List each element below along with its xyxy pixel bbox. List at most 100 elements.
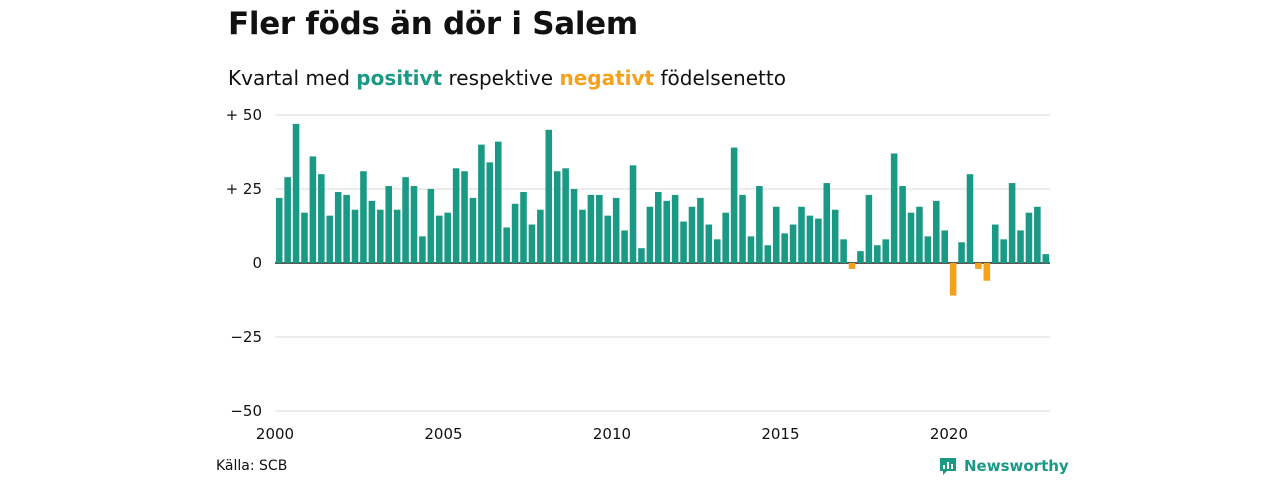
bar: [991, 224, 999, 263]
bar: [410, 186, 418, 263]
bar: [705, 224, 713, 263]
brand-name: Newsworthy: [964, 457, 1069, 475]
bar: [301, 212, 308, 263]
bar: [469, 197, 477, 263]
source-note: Källa: SCB: [216, 458, 288, 474]
x-tick-label: 2020: [930, 425, 968, 443]
bar: [638, 248, 645, 263]
bar: [612, 197, 620, 263]
bar: [932, 200, 940, 263]
bar: [275, 197, 283, 263]
bar: [579, 209, 586, 263]
bar: [680, 221, 687, 263]
x-axis-labels: 2000 2005 2010 2015 2020: [256, 425, 968, 443]
bar: [958, 242, 965, 263]
y-tick-label: + 50: [226, 106, 262, 124]
subtitle-middle: respektive: [442, 66, 560, 90]
bar: [334, 191, 342, 263]
bar: [486, 162, 494, 263]
bar: [806, 215, 814, 263]
bars: [275, 123, 1050, 296]
bar: [587, 194, 595, 263]
bar: [655, 191, 662, 263]
bar: [857, 251, 864, 263]
bar: [1034, 206, 1041, 263]
bar: [377, 209, 384, 263]
bar: [899, 186, 906, 263]
bar: [494, 141, 502, 263]
bar: [730, 147, 738, 263]
subtitle-prefix: Kvartal med: [228, 66, 357, 90]
bar: [1017, 230, 1024, 263]
bar: [520, 191, 527, 263]
bar: [393, 209, 401, 263]
bar: [503, 227, 510, 263]
bar: [621, 230, 628, 263]
bar: [756, 186, 763, 263]
bar: [596, 194, 603, 263]
bar: [419, 236, 426, 263]
x-tick-label: 2010: [593, 425, 631, 443]
bar: [435, 215, 443, 263]
bar: [671, 194, 679, 263]
bar: [511, 203, 519, 263]
bar: [604, 215, 612, 263]
bar: [663, 200, 670, 263]
bar: [747, 236, 755, 263]
bar: [385, 186, 393, 263]
bar: [326, 215, 334, 263]
bar: [1025, 212, 1033, 263]
bar: [427, 189, 435, 263]
chart-subtitle: Kvartal med positivt respektive negativt…: [228, 66, 786, 90]
subtitle-suffix: födelsenetto: [654, 66, 786, 90]
y-tick-label: 0: [252, 254, 262, 272]
newsworthy-logo-icon: [940, 458, 956, 475]
bar: [764, 245, 772, 263]
bar: [815, 218, 822, 263]
bar: [823, 183, 831, 263]
bar: [1042, 254, 1050, 263]
bar: [916, 206, 923, 263]
bar: [360, 171, 367, 263]
bar: [284, 177, 291, 263]
x-tick-label: 2015: [761, 425, 799, 443]
bar: [831, 209, 839, 263]
bar: [983, 263, 991, 281]
bar-chart: + 50 + 25 0 −25 −50 2000 2005 2010 2015 2020: [226, 106, 1050, 443]
bar: [1000, 239, 1007, 263]
bar: [528, 224, 536, 263]
bar: [882, 239, 890, 263]
bar: [478, 144, 485, 263]
bar: [545, 129, 553, 263]
bar: [789, 224, 797, 263]
bar: [949, 263, 957, 296]
bar: [351, 209, 359, 263]
bar: [461, 171, 468, 263]
bar: [907, 212, 915, 263]
bar: [975, 263, 982, 269]
bar: [629, 165, 637, 263]
bar: [646, 206, 654, 263]
subtitle-negative: negativt: [559, 66, 655, 90]
bar: [890, 153, 898, 263]
subtitle-positive: positivt: [356, 66, 443, 90]
bar: [292, 123, 300, 263]
bar: [798, 206, 805, 263]
brand-logo: Newsworthy: [938, 456, 1069, 476]
x-tick-label: 2000: [256, 425, 294, 443]
y-axis-labels: + 50 + 25 0 −25 −50: [226, 106, 262, 420]
y-tick-label: + 25: [226, 180, 262, 198]
chart-title: Fler föds än dör i Salem: [228, 6, 638, 42]
bar: [402, 177, 409, 263]
bar: [688, 206, 696, 263]
bar: [713, 239, 721, 263]
bar: [966, 174, 974, 263]
bar: [562, 168, 569, 263]
x-tick-label: 2005: [424, 425, 462, 443]
bar: [874, 245, 881, 263]
bar: [318, 174, 325, 263]
y-tick-label: −50: [230, 402, 262, 420]
bar: [1008, 183, 1016, 263]
bar: [444, 212, 451, 263]
bar: [309, 156, 317, 263]
